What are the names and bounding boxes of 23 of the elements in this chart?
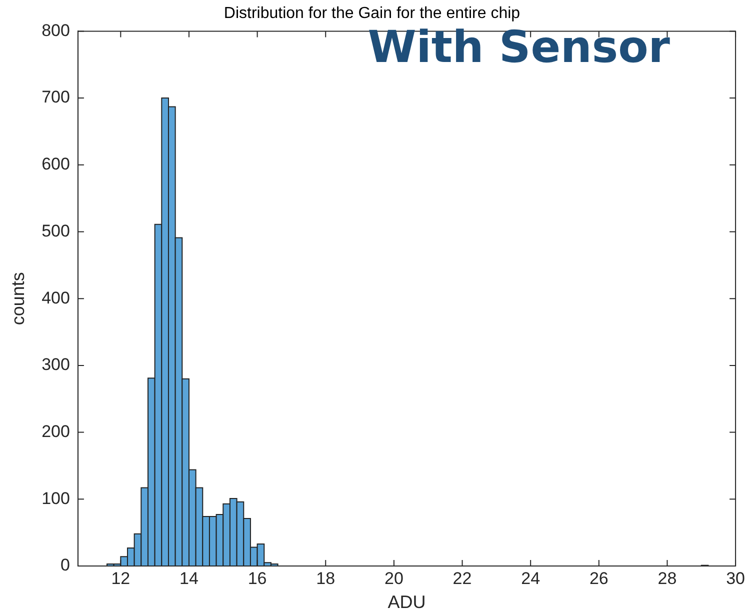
y-tick-label: 400 (42, 288, 70, 308)
x-tick-label: 22 (452, 568, 472, 588)
x-tick-label: 26 (589, 568, 608, 588)
x-tick-label: 24 (521, 568, 540, 588)
y-tick-label: 800 (42, 20, 70, 40)
x-tick-label: 30 (726, 568, 746, 588)
x-tick-label: 12 (111, 568, 130, 588)
y-tick-label: 700 (42, 88, 70, 107)
y-tick-label: 300 (42, 355, 70, 374)
y-axis-title: counts (8, 272, 28, 326)
x-tick-label: 14 (180, 568, 198, 588)
x-axis-title: ADU (388, 592, 426, 612)
y-tick-label: 0 (60, 556, 70, 575)
x-tick-label: 20 (384, 568, 404, 588)
chart-title: Distribution for the Gain for the entire chip (224, 5, 520, 22)
x-tick-label: 18 (316, 568, 336, 588)
y-tick-label: 100 (42, 488, 70, 508)
y-tick-label: 600 (42, 154, 70, 174)
y-tick-label: 200 (42, 422, 70, 441)
annotation: With Sensor (368, 22, 670, 73)
x-tick-label: 16 (248, 568, 267, 588)
x-tick-label: 28 (658, 568, 677, 588)
y-tick-label: 500 (42, 221, 70, 240)
